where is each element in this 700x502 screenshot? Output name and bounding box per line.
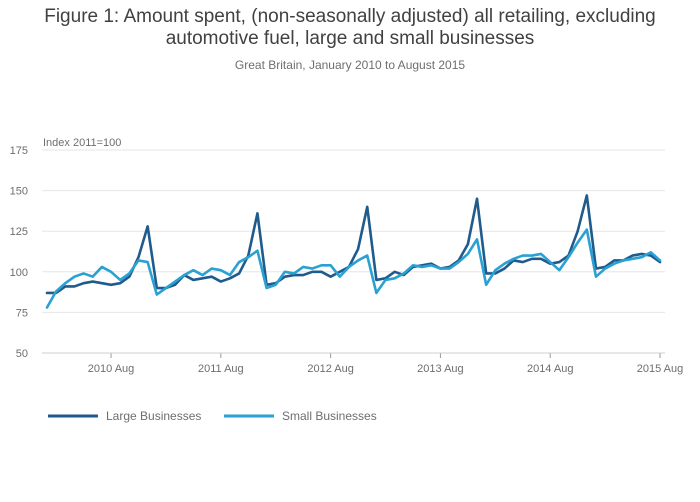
series-line-large-businesses xyxy=(45,194,662,295)
y-unit-label: Index 2011=100 xyxy=(43,137,121,149)
x-axis-ticks: 2010 Aug 2011 Aug 2012 Aug 2013 Aug 2014 Aug… xyxy=(88,353,683,375)
chart-subtitle: Great Britain, January 2010 to August 20… xyxy=(234,58,466,72)
x-tick-label: 2013 Aug xyxy=(417,363,464,375)
y-tick-label: 75 xyxy=(16,307,28,319)
legend-label-large-businesses: Large Businesses xyxy=(106,409,201,423)
x-tick-label: 2012 Aug xyxy=(307,363,354,375)
series-line-small-businesses xyxy=(45,228,662,309)
legend: Large Businesses Small Businesses xyxy=(48,409,377,423)
legend-label-small-businesses: Small Businesses xyxy=(282,409,377,423)
chart-title: Figure 1: Amount spent, (non-seasonally … xyxy=(44,6,656,49)
y-axis-ticks: 50 75 100 125 150 175 xyxy=(10,145,28,360)
x-tick-label: 2015 Aug xyxy=(637,363,684,375)
y-tick-label: 150 xyxy=(10,186,28,198)
series-lines xyxy=(45,194,662,309)
y-tick-label: 125 xyxy=(10,226,28,238)
y-tick-label: 50 xyxy=(16,348,28,360)
x-tick-label: 2011 Aug xyxy=(198,363,244,375)
gridlines xyxy=(42,149,665,313)
x-tick-label: 2014 Aug xyxy=(527,363,574,375)
y-tick-label: 100 xyxy=(10,267,28,279)
x-tick-label: 2010 Aug xyxy=(88,363,135,375)
y-tick-label: 175 xyxy=(10,145,28,157)
